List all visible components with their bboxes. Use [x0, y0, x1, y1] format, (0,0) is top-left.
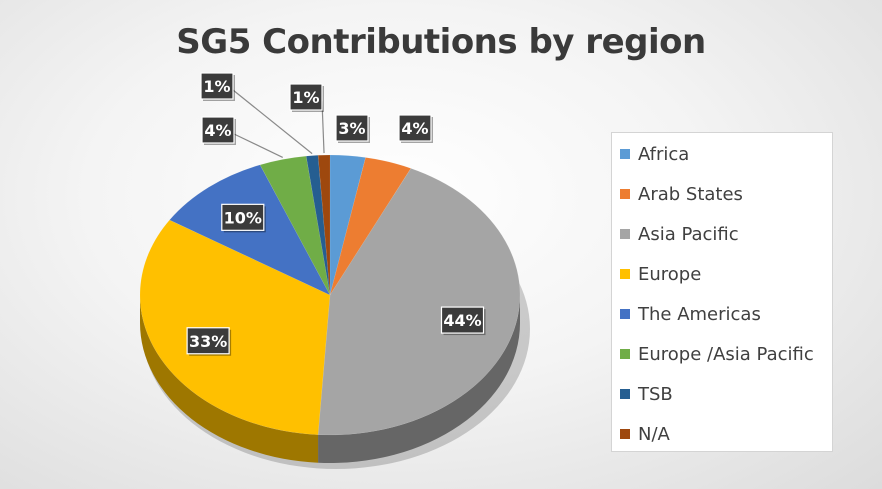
legend-label: TSB	[638, 383, 673, 405]
legend-item-n-a: N/A	[620, 423, 670, 445]
data-label-asia-pacific: 44%	[440, 306, 486, 336]
legend-label: Europe /Asia Pacific	[638, 343, 814, 365]
legend-item-asia-pacific: Asia Pacific	[620, 223, 739, 245]
data-label-europe: 33%	[186, 327, 232, 356]
legend-swatch	[620, 149, 630, 159]
pie-slice-asia-pacific	[317, 168, 521, 436]
legend-item-europe-asia-pacific: Europe /Asia Pacific	[620, 343, 814, 365]
legend-swatch	[620, 349, 630, 359]
legend-swatch	[620, 229, 630, 239]
legend-item-arab-states: Arab States	[620, 183, 743, 205]
legend-label: Europe	[638, 263, 702, 285]
legend-label: The Americas	[638, 303, 761, 325]
pie-side-europe	[140, 295, 319, 463]
pie-slice-europe-asia-pacific	[259, 155, 331, 296]
legend-item-tsb: TSB	[620, 383, 673, 405]
leader-line-europe-asia-pacific	[233, 133, 284, 158]
pie-slice-europe	[139, 219, 331, 435]
svg-text:1%: 1%	[203, 77, 230, 96]
pie-slice-arab-states	[329, 157, 412, 296]
legend-item-the-americas: The Americas	[620, 303, 761, 325]
legend-label: Africa	[638, 143, 690, 165]
legend-swatch	[620, 389, 630, 399]
legend-swatch	[620, 309, 630, 319]
legend-label: N/A	[638, 423, 670, 445]
data-label-tsb: 1%	[200, 72, 235, 101]
svg-text:44%: 44%	[443, 311, 481, 330]
data-label-arab-states: 4%	[398, 114, 433, 143]
svg-text:33%: 33%	[189, 332, 227, 351]
data-label-n-a: 1%	[289, 83, 324, 112]
legend-swatch	[620, 269, 630, 279]
svg-text:4%: 4%	[401, 119, 428, 138]
legend-label: Asia Pacific	[638, 223, 739, 245]
svg-text:4%: 4%	[204, 121, 231, 140]
legend-label: Arab States	[638, 183, 743, 205]
pie-slice-africa	[329, 154, 366, 296]
data-label-africa: 3%	[335, 114, 370, 143]
leader-line-tsb	[232, 89, 313, 155]
legend-swatch	[620, 189, 630, 199]
pie-slice-tsb	[305, 155, 331, 296]
svg-text:3%: 3%	[338, 119, 365, 138]
legend-swatch	[620, 429, 630, 439]
data-label-europe-asia-pacific: 4%	[201, 116, 236, 145]
pie-slice-n-a	[317, 154, 331, 296]
data-label-the-americas: 10%	[221, 203, 266, 233]
pie-side-asia-pacific	[318, 295, 520, 464]
legend: Africa Arab States Asia Pacific Europe The A…	[611, 132, 833, 452]
svg-text:10%: 10%	[224, 208, 262, 227]
legend-item-africa: Africa	[620, 143, 689, 165]
legend-item-europe: Europe	[620, 263, 701, 285]
chart-title: SG5 Contributions by region	[176, 22, 706, 62]
svg-text:1%: 1%	[292, 88, 319, 107]
